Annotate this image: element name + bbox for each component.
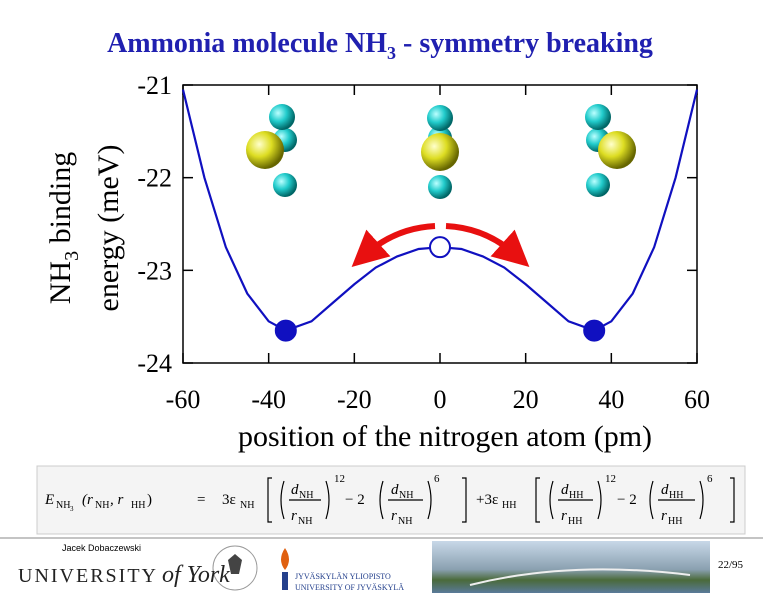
y-tick-label: -23: [137, 256, 172, 285]
formula-part: E: [44, 492, 54, 508]
york-part: UNIVERSITY: [18, 565, 158, 587]
formula-part: NH: [298, 516, 312, 527]
jyu-name: UNIVERSITY OF JYVÄSKYLÄ: [295, 583, 404, 592]
formula-part: =: [197, 492, 205, 508]
formula-part: 3ε: [222, 492, 236, 508]
formula-part: +3ε: [476, 492, 498, 508]
y-label-part: NH: [44, 261, 77, 304]
formula-part: HH: [502, 500, 516, 511]
page-number: 22/95: [718, 559, 744, 571]
york-logo: UNIVERSITY of York: [18, 562, 230, 588]
formula-part: HH: [569, 490, 583, 501]
formula-part: NH: [56, 500, 70, 511]
x-tick-label: 40: [598, 385, 624, 414]
formula-part: 12: [334, 473, 345, 485]
x-tick-label: -60: [166, 385, 201, 414]
formula-part: − 2: [617, 492, 637, 508]
formula-part: r: [661, 508, 667, 524]
x-tick-label: 20: [513, 385, 539, 414]
formula-part: r: [561, 508, 567, 524]
jyu-logo: [281, 548, 289, 590]
marker: [429, 236, 451, 259]
formula-part: NH: [398, 516, 412, 527]
formula-part: d: [661, 482, 669, 498]
x-tick-label: -40: [251, 385, 286, 414]
formula-part: d: [291, 482, 299, 498]
chart-title: Ammonia molecule NH3 - symmetry breaking: [107, 28, 653, 63]
y-label-part: binding: [44, 152, 77, 251]
marker: [583, 319, 606, 342]
york-part: of York: [162, 562, 230, 588]
molecules: [246, 104, 636, 199]
warsaw-logo: [212, 545, 258, 591]
formula-part: HH: [669, 490, 683, 501]
formula-part: NH: [240, 500, 254, 511]
y-tick-label: -22: [137, 164, 172, 193]
x-tick-label: 0: [434, 385, 447, 414]
title-part: Ammonia molecule NH: [107, 28, 387, 59]
y-label-part: 3: [61, 251, 83, 261]
formula-part: , r: [110, 492, 124, 508]
photo-bridge: [469, 568, 691, 586]
formula-part: (r: [82, 492, 93, 508]
formula-part: d: [561, 482, 569, 498]
formula-part: HH: [131, 500, 145, 511]
title-part: - symmetry breaking: [396, 28, 653, 59]
formula-part: HH: [568, 516, 582, 527]
formula-part: r: [391, 508, 397, 524]
y-tick-label: -24: [137, 349, 172, 378]
y-axis-label: energy (meV): [92, 145, 125, 312]
title-sub: 3: [387, 43, 396, 63]
formula-part: d: [391, 482, 399, 498]
x-tick-label: -20: [337, 385, 372, 414]
author: Jacek Dobaczewski: [62, 543, 141, 553]
formula-part: NH: [399, 490, 413, 501]
x-axis-label: position of the nitrogen atom (pm): [238, 420, 652, 453]
jyu-name: JYVÄSKYLÄN YLIOPISTO: [295, 572, 391, 581]
photo: [432, 541, 710, 593]
y-axis-label: NH3 binding: [44, 152, 83, 305]
formula-part: r: [291, 508, 297, 524]
formula-part: NH: [299, 490, 313, 501]
formula-part: HH: [668, 516, 682, 527]
formula-part: 12: [605, 473, 616, 485]
formula-part: 6: [434, 473, 440, 485]
y-tick-label: -21: [137, 71, 172, 100]
arrows: [351, 223, 530, 268]
formula-part: NH: [95, 500, 109, 511]
marker: [274, 319, 297, 342]
formula-part: ): [147, 492, 152, 508]
plot: -60 -40 -20 0 20 40 60 -21 -22 -23 -24 position of …: [44, 71, 710, 453]
formula-part: 6: [707, 473, 713, 485]
x-tick-label: 60: [684, 385, 710, 414]
formula-part: 3: [70, 505, 74, 513]
formula-part: − 2: [345, 492, 365, 508]
